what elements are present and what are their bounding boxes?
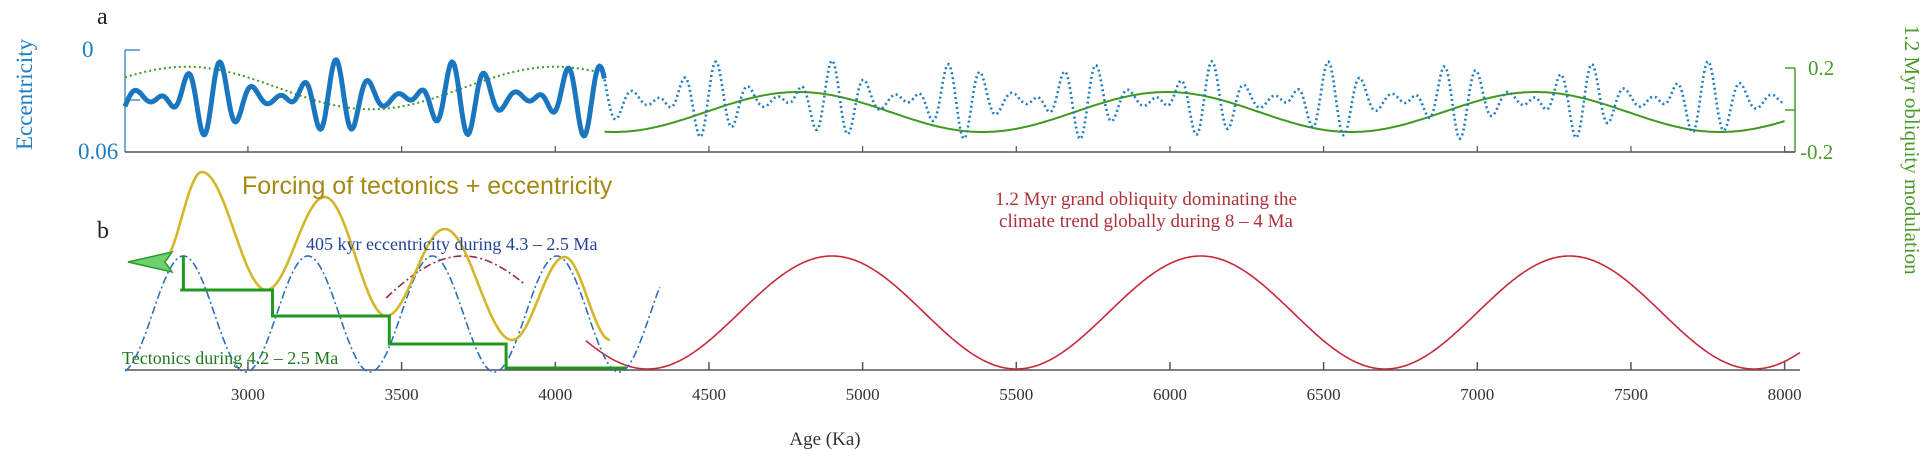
panel-b: 3000 3500 4000 4500 5000 5500 6000 6500 7000 7500…	[122, 170, 1802, 450]
x-tick-label-5000: 5000	[846, 385, 880, 404]
annotation-tectonics: Tectonics during 4.2 – 2.5 Ma	[122, 348, 338, 368]
panel-a-right-axis-label: 1.2 Myr obliquity modulation	[1900, 25, 1920, 275]
panel-a-right-tick-label-top: 0.2	[1808, 56, 1834, 80]
x-tick-label-3500: 3500	[385, 385, 419, 404]
panel-a-right-tick-label-bottom: -0.2	[1800, 140, 1833, 164]
x-tick-label-4000: 4000	[538, 385, 572, 404]
x-tick-label-7500: 7500	[1614, 385, 1648, 404]
panel-a-left-axis-label: Eccentricity	[12, 38, 37, 150]
annotation-obliquity-line1: 1.2 Myr grand obliquity dominating the	[995, 189, 1297, 210]
x-tick-label-4500: 4500	[692, 385, 726, 404]
eccentricity-405-curve	[124, 255, 661, 373]
obliquity-modulation-solid-line	[604, 91, 1785, 133]
panel-b-x-ticks: 3000 3500 4000 4500 5000 5500 6000 6500 7000 7500…	[231, 362, 1802, 404]
x-tick-label-7000: 7000	[1460, 385, 1494, 404]
x-tick-label-6500: 6500	[1307, 385, 1341, 404]
obliquity-dashdot-extension	[385, 255, 526, 299]
annotation-eccentricity: 405 kyr eccentricity during 4.3 – 2.5 Ma	[306, 234, 597, 254]
obliquity-red-curve	[585, 255, 1801, 370]
x-tick-label-5500: 5500	[999, 385, 1033, 404]
tectonics-step-line	[180, 256, 626, 370]
eccentricity-dotted-line	[603, 58, 1785, 141]
panel-b-letter: b	[97, 218, 109, 244]
panel-a: 0 0.06 Eccentricity 0.2 -0.2 1.2 Myr obl…	[12, 25, 1920, 275]
panel-a-letter: a	[97, 4, 108, 30]
x-tick-label-3000: 3000	[231, 385, 265, 404]
panel-a-x-ticks	[247, 146, 1786, 152]
obliquity-modulation-dotted-line	[124, 65, 605, 111]
eccentricity-thick-line	[122, 57, 607, 139]
x-tick-label-6000: 6000	[1153, 385, 1187, 404]
annotation-obliquity-line2: climate trend globally during 8 – 4 Ma	[999, 211, 1293, 232]
tectonics-arrow-icon	[127, 250, 174, 274]
x-tick-label-8000: 8000	[1768, 385, 1802, 404]
x-axis-title: Age (Ka)	[789, 429, 860, 450]
panel-a-left-tick-label-top: 0	[82, 37, 94, 62]
annotation-forcing: Forcing of tectonics + eccentricity	[242, 172, 613, 200]
panel-a-left-tick-label-bottom: 0.06	[78, 139, 118, 164]
